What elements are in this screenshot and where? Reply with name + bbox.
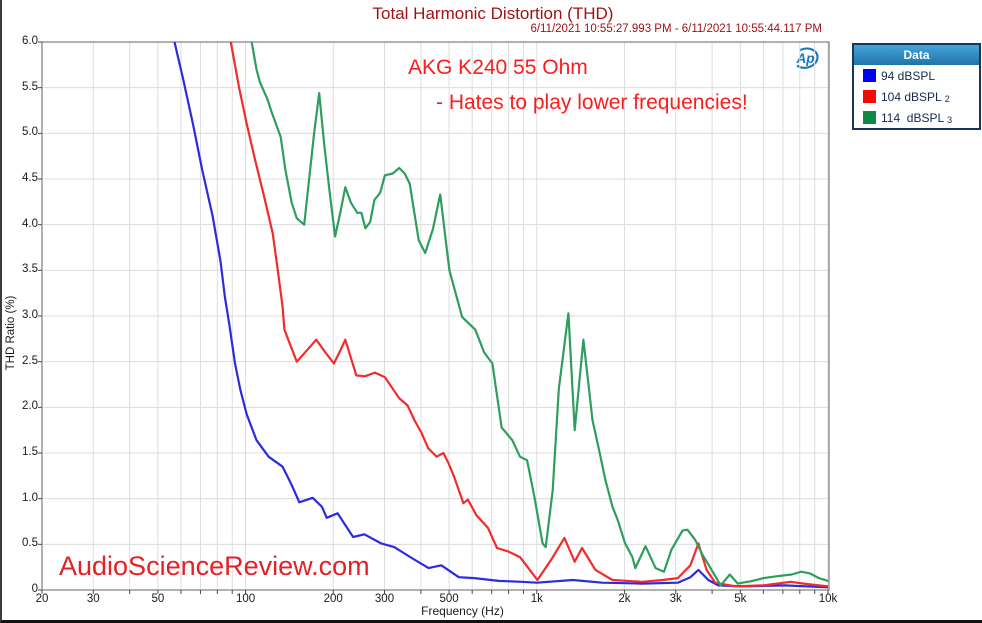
legend-item-index: 3 [947,114,953,125]
legend-item-104-dbspl: 104 dBSPL 2 [854,86,979,107]
tick-marks [38,41,829,594]
y-tick-label: 4.5 [22,172,38,184]
curve-104-dbspl [229,42,828,588]
legend-swatch-icon [863,69,876,82]
x-tick-label: 5k [734,593,747,605]
x-tick-label: 2k [618,593,631,605]
measurement-timestamp: 6/11/2021 10:55:27.993 PM - 6/11/2021 10… [530,23,822,35]
x-tick-label: 1k [530,593,543,605]
y-tick-label: 3.0 [22,309,38,321]
legend-item-114-dbspl: 114 dBSPL 3 [854,107,979,128]
x-tick-label: 100 [235,593,256,605]
legend-swatch-icon [863,90,876,103]
page-title: Total Harmonic Distortion (THD) [372,4,614,23]
x-tick-label: 500 [439,593,459,605]
y-tick-label: 0.5 [22,537,38,550]
x-tick-label: 20 [35,593,49,605]
y-tick-label: 0 [31,583,38,595]
gridlines [43,42,829,590]
x-tick-label: 300 [374,593,395,605]
legend-swatch-icon [863,111,876,124]
curve-94-dbspl [173,42,828,589]
legend-item-label: 114 dBSPL [881,110,945,125]
legend-item-label: 104 dBSPL [881,89,942,104]
y-tick-label: 3.5 [22,263,38,276]
legend-header: Data [854,45,979,65]
legend-item-index: 2 [944,93,950,104]
y-tick-label: 1.5 [22,446,38,458]
x-tick-label: 10k [818,593,838,605]
y-tick-label: 1.0 [22,491,38,504]
x-tick-label: 50 [151,593,165,605]
y-tick-label: 2.5 [22,354,38,367]
x-tick-label: 200 [323,593,343,605]
y-tick-label: 6.0 [22,35,38,47]
legend-box: Data 94 dBSPL 104 dBSPL 2 114 dBSPL 3 [852,43,981,130]
annotation-model: AKG K240 55 Ohm [408,56,588,79]
y-tick-label: 4.0 [22,217,38,230]
y-tick-label: 5.0 [22,126,38,139]
x-tick-label: 30 [86,593,100,605]
watermark: AudioScienceReview.com [59,551,370,581]
y-tick-label: 2.0 [22,400,38,413]
annotation-comment: - Hates to play lower frequencies! [436,91,748,114]
legend-item-94-dbspl: 94 dBSPL [854,65,979,86]
y-tick-label: 5.5 [22,80,38,93]
curve-114-dbspl [250,42,828,587]
x-tick-label: 3k [669,593,682,605]
legend-item-label: 94 dBSPL [881,68,936,83]
x-axis-title: Frequency (Hz) [421,604,504,618]
